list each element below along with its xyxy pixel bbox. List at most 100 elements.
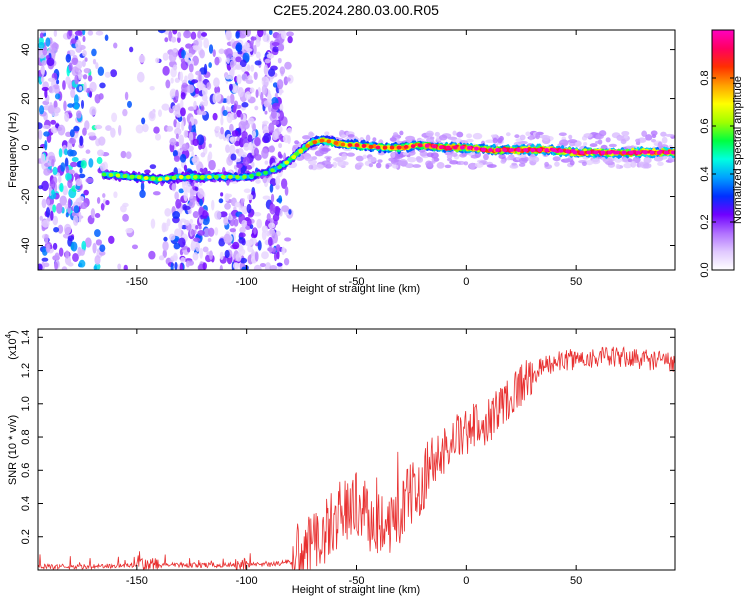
noise-blob	[585, 159, 594, 166]
noise-blob	[82, 50, 87, 57]
noise-blob	[232, 262, 240, 270]
signal-peak	[516, 148, 522, 152]
noise-blob	[241, 151, 248, 158]
noise-blob	[391, 151, 396, 159]
noise-blob	[93, 265, 98, 270]
noise-blob	[63, 223, 72, 235]
noise-blob	[70, 161, 78, 168]
noise-blob	[172, 30, 178, 35]
noise-blob	[535, 132, 541, 140]
signal-peak	[410, 144, 416, 149]
noise-blob	[202, 262, 208, 270]
noise-blob	[162, 240, 169, 251]
noise-blob	[53, 30, 58, 37]
noise-blob	[89, 81, 97, 92]
noise-blob	[199, 247, 204, 259]
noise-blob	[180, 256, 186, 263]
spectrogram-x-tick-label: -50	[349, 276, 365, 288]
noise-blob	[177, 31, 182, 39]
noise-blob	[505, 132, 511, 137]
noise-blob	[126, 100, 132, 108]
noise-blob	[527, 156, 534, 162]
signal-peak	[389, 145, 395, 150]
noise-blob	[136, 71, 145, 83]
signal-peak	[235, 174, 240, 179]
noise-blob	[230, 153, 237, 161]
noise-blob	[56, 79, 60, 85]
noise-blob	[187, 72, 194, 81]
noise-blob	[48, 155, 56, 161]
noise-blob	[519, 134, 526, 141]
noise-blob	[99, 82, 106, 89]
noise-blob	[67, 103, 74, 108]
signal-peak	[396, 145, 402, 150]
noise-blob	[226, 112, 233, 124]
noise-blob	[113, 42, 118, 49]
noise-blob	[254, 60, 262, 66]
noise-blob	[38, 185, 43, 190]
noise-blob	[253, 212, 262, 217]
noise-blob	[191, 79, 199, 84]
spectrogram-y-ticks: -40 -20 0 20 40	[20, 43, 675, 253]
snr-x-tick-label: -150	[126, 575, 148, 587]
noise-blob	[193, 237, 201, 242]
noise-blob	[42, 124, 51, 130]
noise-blob	[368, 163, 374, 168]
signal-peak	[579, 150, 585, 155]
noise-blob	[218, 198, 224, 204]
noise-blob	[234, 140, 241, 147]
noise-blob	[152, 191, 161, 196]
noise-blob	[140, 181, 145, 192]
noise-blob	[64, 203, 69, 210]
snr-x-label: Height of straight line (km)	[292, 584, 420, 596]
noise-blob	[407, 156, 417, 163]
spectrogram-x-tick-label: -100	[236, 276, 258, 288]
noise-blob	[181, 49, 186, 59]
noise-blob	[412, 164, 422, 168]
noise-blob	[509, 164, 519, 169]
noise-blob	[214, 85, 221, 95]
noise-blob	[277, 151, 282, 158]
noise-blob	[78, 211, 82, 223]
signal-peak	[593, 150, 599, 155]
noise-blob	[192, 138, 199, 147]
noise-blob	[229, 60, 235, 68]
noise-blob	[404, 163, 414, 169]
noise-blob	[38, 129, 43, 140]
signal-peak	[199, 174, 205, 179]
noise-blob	[620, 139, 627, 145]
noise-blob	[665, 133, 675, 137]
signal-peak	[326, 139, 332, 144]
noise-blob	[602, 157, 613, 164]
noise-blob	[73, 173, 79, 178]
noise-blob	[288, 209, 292, 215]
noise-blob	[269, 184, 274, 193]
noise-blob	[283, 257, 290, 266]
noise-blob	[253, 227, 257, 235]
noise-blob	[444, 164, 452, 169]
noise-blob	[188, 199, 195, 209]
noise-blob	[583, 142, 588, 146]
noise-blob	[246, 218, 252, 227]
noise-blob	[256, 218, 263, 229]
noise-blob	[284, 186, 289, 196]
noise-blob	[122, 213, 129, 222]
noise-blob	[51, 159, 55, 167]
noise-blob	[518, 157, 528, 164]
noise-blob	[389, 137, 397, 142]
noise-blob	[98, 136, 106, 146]
noise-blob	[44, 234, 49, 244]
noise-blob	[645, 134, 653, 141]
noise-blob	[142, 123, 149, 133]
noise-blob	[240, 45, 248, 50]
noise-blob	[229, 228, 236, 233]
noise-blob	[79, 167, 83, 174]
snr-panel: -150 -100 -50 0 50 0.2 0.4 0.6 0.8 1.0 1.2 1.4 Hei…	[4, 328, 676, 596]
snr-y-tick-label: 1.0	[20, 396, 32, 411]
noise-blob	[169, 88, 177, 99]
noise-blob	[94, 124, 103, 130]
noise-blob	[302, 135, 311, 140]
noise-blob	[38, 105, 45, 115]
noise-blob	[154, 133, 162, 141]
snr-y-tick-label: 0.6	[20, 463, 32, 478]
